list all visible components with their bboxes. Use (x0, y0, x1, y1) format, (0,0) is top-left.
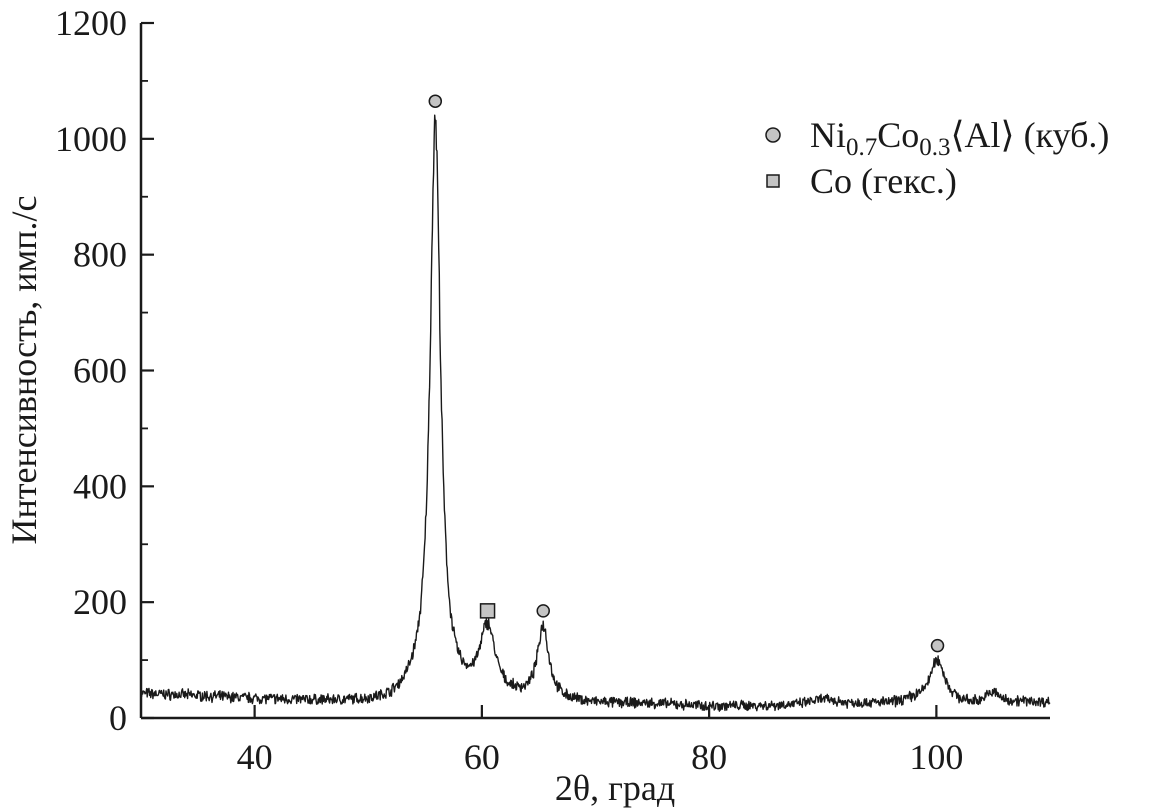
y-tick-label-1200: 1200 (55, 3, 127, 43)
peak-marker-cubic (428, 94, 443, 108)
legend-marker-hexagonal (766, 174, 780, 188)
diffraction-pattern-line (140, 114, 1051, 712)
peak-marker-hexagonal (479, 603, 496, 619)
legend-cubic-co: Co (877, 115, 919, 155)
legend: Ni0.7Co0.3⟨Al⟩ (куб.) Co (гекс.) (765, 115, 1109, 201)
legend-marker-cubic (765, 127, 781, 143)
x-tick-label-60: 60 (464, 737, 500, 777)
x-tick-label-100: 100 (909, 737, 963, 777)
y-tick-label-800: 800 (73, 235, 127, 275)
y-axis-title: Интенсивность, имп./с (4, 195, 44, 544)
y-tick-label-400: 400 (73, 466, 127, 506)
y-tick-label-200: 200 (73, 582, 127, 622)
x-tick-label-80: 80 (691, 737, 727, 777)
legend-cubic-sub1: 0.7 (846, 134, 877, 161)
y-ticks: 0 200 400 600 800 1000 1200 (55, 3, 154, 738)
y-tick-label-0: 0 (109, 698, 127, 738)
legend-cubic-rest: ⟨Al⟩ (куб.) (951, 115, 1110, 155)
peak-marker-cubic (536, 604, 550, 618)
x-tick-label-40: 40 (237, 737, 273, 777)
x-axis-title: 2θ, град (555, 768, 675, 808)
x-ticks: 40 60 80 100 (237, 705, 963, 777)
legend-cubic-sub2: 0.3 (919, 134, 950, 161)
legend-label-cubic: Ni0.7Co0.3⟨Al⟩ (куб.) (810, 115, 1109, 161)
legend-cubic-ni: Ni (810, 115, 846, 155)
y-tick-label-1000: 1000 (55, 119, 127, 159)
peak-marker-cubic (930, 638, 945, 653)
y-tick-label-600: 600 (73, 351, 127, 391)
peak-markers (428, 94, 945, 653)
legend-label-hexagonal: Co (гекс.) (810, 161, 957, 201)
